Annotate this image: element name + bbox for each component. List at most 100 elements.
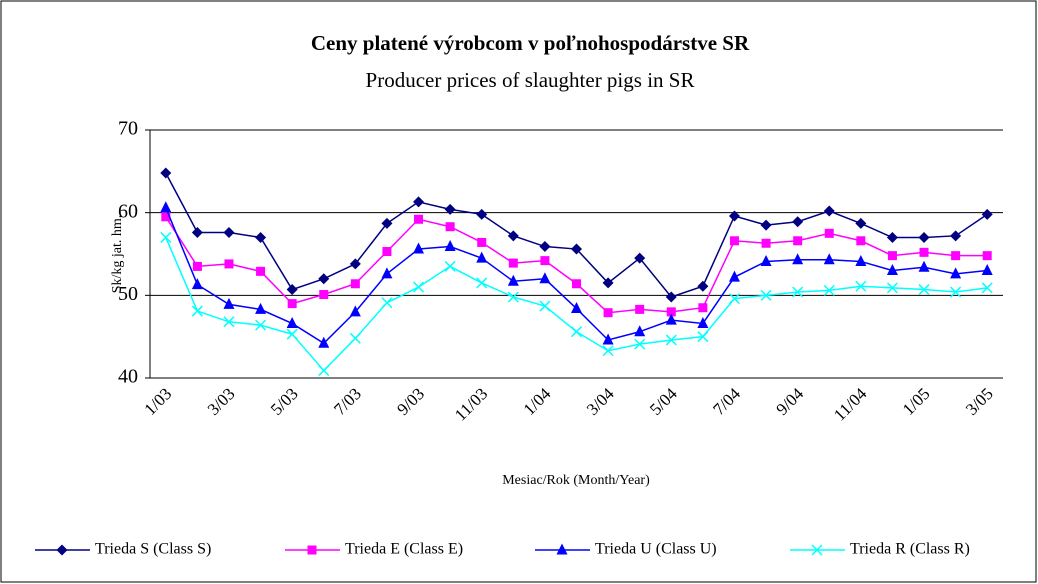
marker xyxy=(824,228,834,238)
marker xyxy=(413,196,425,208)
y-tick-label: 60 xyxy=(118,200,138,222)
marker xyxy=(697,316,709,328)
marker xyxy=(539,241,551,253)
marker xyxy=(381,267,393,279)
marker xyxy=(602,333,614,345)
marker xyxy=(507,291,519,303)
marker xyxy=(602,277,614,289)
marker xyxy=(572,279,581,289)
marker xyxy=(855,254,867,266)
marker xyxy=(823,253,835,265)
marker xyxy=(507,230,519,242)
marker xyxy=(761,238,771,248)
marker xyxy=(444,260,456,272)
legend-marker xyxy=(56,544,68,556)
marker xyxy=(286,328,298,340)
marker xyxy=(918,260,930,272)
marker xyxy=(319,290,329,300)
marker xyxy=(886,231,898,243)
legend-label: Trieda E (Class E) xyxy=(345,541,463,558)
y-tick-label: 50 xyxy=(118,283,138,305)
marker xyxy=(950,230,962,242)
legend-label: Trieda R (Class R) xyxy=(850,541,970,558)
legend-marker xyxy=(307,545,317,555)
marker xyxy=(161,212,171,222)
legend-marker xyxy=(811,544,823,556)
marker xyxy=(445,222,455,232)
marker xyxy=(760,289,772,301)
legend-label: Trieda U (Class U) xyxy=(595,541,717,558)
marker xyxy=(981,264,993,276)
marker xyxy=(414,214,424,224)
legend-marker xyxy=(556,543,568,555)
marker xyxy=(318,365,330,377)
marker xyxy=(476,277,488,289)
marker xyxy=(634,252,646,264)
marker xyxy=(571,302,582,314)
marker xyxy=(728,293,740,305)
marker xyxy=(539,300,551,312)
marker xyxy=(255,319,267,331)
marker xyxy=(540,256,550,266)
marker xyxy=(444,240,456,252)
marker xyxy=(634,338,646,350)
marker xyxy=(413,281,425,293)
marker xyxy=(477,237,487,247)
marker xyxy=(666,307,676,317)
marker xyxy=(634,325,646,337)
marker xyxy=(665,313,677,325)
marker xyxy=(697,331,709,343)
marker xyxy=(951,251,961,261)
marker xyxy=(760,219,772,231)
marker xyxy=(856,236,866,246)
marker xyxy=(855,280,867,292)
marker xyxy=(886,264,898,276)
marker xyxy=(981,282,993,294)
marker xyxy=(665,291,677,303)
marker xyxy=(697,280,709,292)
marker xyxy=(729,236,739,246)
marker xyxy=(256,266,266,276)
marker xyxy=(981,208,993,220)
marker xyxy=(223,297,235,309)
marker xyxy=(476,251,488,263)
chart-subtitle: Producer prices of slaughter pigs in SR xyxy=(366,68,695,92)
marker xyxy=(381,297,393,309)
chart-title: Ceny platené výrobcom v poľnohospodárstv… xyxy=(311,31,750,55)
marker xyxy=(570,326,583,338)
y-tick-label: 40 xyxy=(118,366,138,388)
marker xyxy=(792,216,804,228)
marker xyxy=(792,286,804,298)
x-axis-label: Mesiac/Rok (Month/Year) xyxy=(502,473,650,488)
marker xyxy=(476,208,488,220)
marker xyxy=(191,305,203,317)
marker xyxy=(160,201,172,213)
marker xyxy=(571,243,582,255)
y-axis-label: Sk/kg jat. hm. xyxy=(110,215,125,294)
marker xyxy=(255,231,267,243)
marker xyxy=(223,316,235,328)
marker xyxy=(349,305,361,317)
marker xyxy=(855,217,867,229)
legend-label: Trieda S (Class S) xyxy=(95,541,211,558)
marker xyxy=(381,217,393,229)
marker xyxy=(223,227,235,239)
marker xyxy=(793,236,803,246)
marker xyxy=(698,303,708,313)
marker xyxy=(603,308,613,318)
marker xyxy=(191,278,203,290)
y-tick-label: 70 xyxy=(118,118,138,140)
marker xyxy=(318,336,330,348)
marker xyxy=(444,203,456,215)
marker xyxy=(349,332,361,344)
marker xyxy=(350,279,360,289)
marker xyxy=(918,231,930,243)
marker xyxy=(160,167,172,179)
marker xyxy=(982,251,992,261)
marker xyxy=(823,205,835,217)
marker xyxy=(950,286,962,298)
marker xyxy=(602,345,614,357)
marker xyxy=(286,316,298,328)
